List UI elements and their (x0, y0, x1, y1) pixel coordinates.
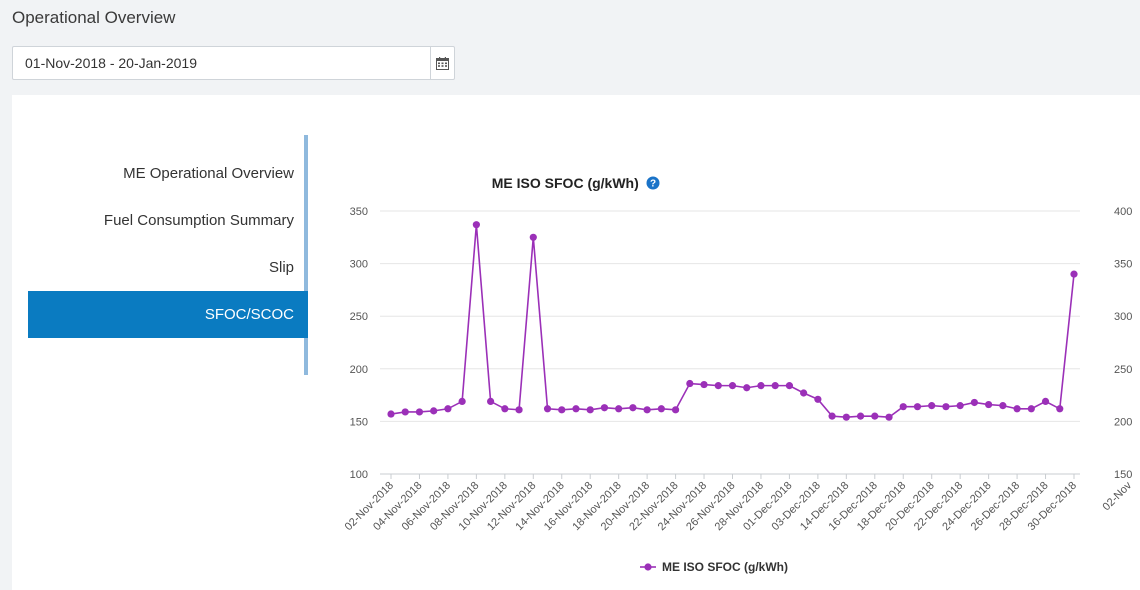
data-point (501, 405, 509, 413)
data-point (629, 404, 637, 412)
right-y-tick-label: 400 (1114, 206, 1132, 218)
data-point (942, 403, 950, 411)
sfoc-chart: ME ISO SFOC (g/kWh) ? 100 150 200 250 300 350… (12, 95, 1140, 590)
data-point (671, 406, 680, 414)
data-point (444, 405, 452, 413)
data-point (714, 382, 722, 390)
data-point (956, 402, 964, 410)
data-point (558, 406, 566, 414)
data-point (686, 379, 694, 388)
data-point (387, 410, 395, 418)
data-point (430, 407, 438, 415)
data-point (401, 408, 409, 416)
data-point (757, 382, 765, 390)
data-point (487, 397, 495, 406)
data-point (1056, 405, 1064, 413)
data-point (1041, 397, 1050, 406)
nav-item-sfoc-scoc[interactable]: SFOC/SCOC (28, 291, 308, 338)
data-point (700, 380, 708, 389)
legend-label: ME ISO SFOC (g/kWh) (662, 560, 788, 574)
data-point (885, 413, 893, 421)
data-point (743, 384, 751, 392)
data-point (828, 412, 836, 420)
y-tick-label: 350 (350, 206, 368, 218)
data-point (543, 405, 552, 413)
data-point (600, 404, 609, 412)
data-point (458, 397, 466, 406)
data-point (643, 406, 651, 414)
data-point (985, 400, 993, 409)
data-point (999, 402, 1007, 410)
data-point (970, 398, 978, 407)
data-point (856, 412, 865, 420)
page-title: Operational Overview (12, 8, 176, 27)
calendar-icon[interactable] (430, 47, 454, 79)
data-point (615, 405, 623, 413)
data-point (1013, 405, 1021, 413)
nav-item-fuel-consumption-summary[interactable]: Fuel Consumption Summary (103, 212, 294, 229)
data-point (785, 382, 794, 390)
data-point (529, 233, 537, 241)
data-point (657, 405, 665, 413)
right-x-tick-label: 02-Nov (1101, 479, 1135, 513)
data-point (842, 413, 850, 421)
data-point (771, 382, 779, 390)
right-y-tick-label: 150 (1114, 469, 1132, 481)
y-tick-label: 300 (350, 259, 368, 271)
data-point (728, 382, 737, 390)
y-tick-label: 250 (350, 311, 368, 323)
y-tick-label: 200 (350, 364, 368, 376)
date-range-value[interactable]: 01-Nov-2018 - 20-Jan-2019 (25, 55, 197, 71)
data-point (1027, 405, 1035, 413)
data-point (928, 402, 936, 410)
data-point (871, 412, 879, 420)
data-point (415, 408, 424, 416)
side-nav: ME Operational Overview Fuel Consumption… (28, 135, 308, 375)
y-tick-label: 150 (350, 416, 368, 428)
right-y-tick-label: 250 (1114, 364, 1132, 376)
right-y-tick-label: 300 (1114, 311, 1132, 323)
nav-item-slip[interactable]: Slip (268, 259, 294, 276)
data-point (814, 395, 822, 403)
y-tick-label: 100 (350, 469, 368, 481)
data-point (586, 406, 594, 414)
data-point (572, 405, 580, 413)
data-point (899, 403, 907, 411)
data-point (1070, 270, 1078, 278)
data-point (472, 221, 480, 229)
data-point (515, 406, 523, 414)
nav-item-me-operational-overview[interactable]: ME Operational Overview (123, 165, 294, 182)
legend-marker (644, 563, 652, 571)
right-y-tick-label: 200 (1114, 416, 1132, 428)
data-point (800, 389, 808, 397)
data-point (913, 403, 922, 411)
content-panel: ME Operational Overview Fuel Consumption… (12, 95, 1140, 590)
date-range-picker[interactable]: 01-Nov-2018 - 20-Jan-2019 (12, 46, 455, 80)
right-y-tick-label: 350 (1114, 259, 1132, 271)
